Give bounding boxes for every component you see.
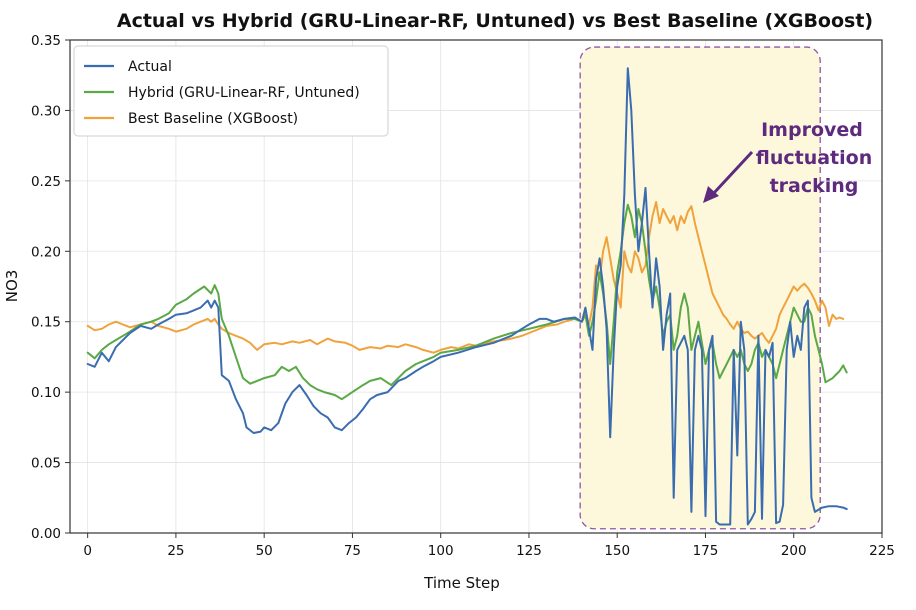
x-tick-label: 125 [516,543,542,559]
annotation-arrow-head [703,186,719,203]
annotation-line-1: Improved [761,119,863,141]
y-tick-label: 0.35 [31,33,61,49]
x-tick-label: 75 [344,543,361,559]
x-axis-label: Time Step [423,574,500,592]
x-tick-label: 100 [428,543,454,559]
y-axis-ticks: 0.00 0.05 0.10 0.15 0.20 0.25 0.30 0.35 [31,33,70,542]
x-tick-label: 225 [869,543,895,559]
y-tick-label: 0.20 [31,244,61,260]
legend-label-hybrid: Hybrid (GRU-Linear-RF, Untuned) [128,85,360,101]
annotation-line-3: tracking [770,175,859,197]
series-line-baseline [86,201,845,354]
legend-label-actual: Actual [128,59,172,75]
x-axis-ticks: 0 25 50 75 100 125 150 175 200 225 [83,533,895,559]
x-tick-label: 150 [604,543,630,559]
x-tick-label: 200 [781,543,807,559]
plot-frame [69,39,883,534]
x-tick-label: 0 [83,543,92,559]
plot-area [69,39,883,534]
legend-label-baseline: Best Baseline (XGBoost) [128,111,298,127]
y-tick-label: 0.15 [31,315,61,331]
series-layer [86,67,848,526]
y-tick-label: 0.00 [31,526,61,542]
series-line-actual [86,67,848,526]
y-axis-label: NO3 [3,270,21,303]
chart-title: Actual vs Hybrid (GRU-Linear-RF, Untuned… [117,10,873,32]
y-tick-label: 0.30 [31,103,61,119]
x-tick-label: 25 [167,543,184,559]
y-tick-label: 0.25 [31,174,61,190]
y-tick-label: 0.10 [31,385,61,401]
legend-box [73,45,389,137]
x-tick-label: 50 [256,543,273,559]
annotation-line-2: fluctuation [756,147,872,169]
x-tick-label: 175 [693,543,719,559]
annotation-arrow [711,150,754,196]
y-tick-label: 0.05 [31,456,61,472]
annotation: Improved fluctuation tracking [703,119,872,203]
legend: Actual Hybrid (GRU-Linear-RF, Untuned) B… [73,45,389,137]
